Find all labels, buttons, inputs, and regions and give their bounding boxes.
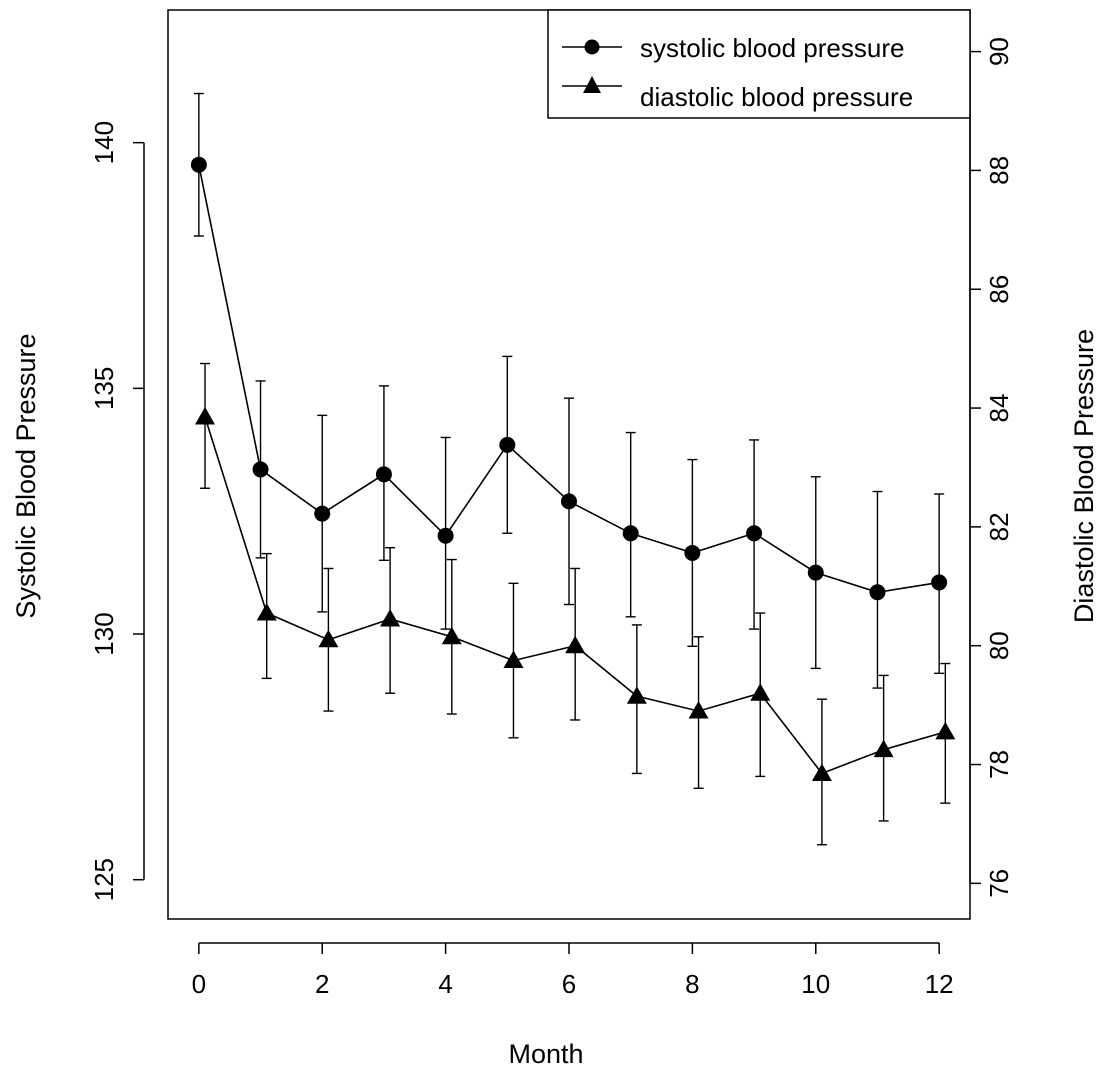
data-point-systolic (190, 156, 207, 173)
right-y-tick-label: 80 (984, 631, 1014, 660)
left-y-tick-label: 140 (89, 121, 119, 164)
right-y-tick-label: 84 (984, 394, 1014, 423)
left-y-tick-label: 125 (89, 858, 119, 901)
x-axis-title: Month (508, 1039, 583, 1069)
legend-label-systolic: systolic blood pressure (640, 33, 904, 63)
data-point-diastolic (380, 608, 401, 627)
legend: systolic blood pressure diastolic blood … (547, 9, 971, 119)
data-point-diastolic (750, 683, 771, 701)
data-point-diastolic (441, 626, 462, 645)
right-y-tick-label: 78 (984, 750, 1014, 779)
data-point-systolic (684, 544, 701, 561)
data-point-systolic (746, 525, 763, 542)
right-y-tick-label: 88 (984, 156, 1014, 185)
data-point-systolic (561, 493, 577, 510)
data-point-diastolic (318, 629, 339, 648)
series-systolic (190, 92, 948, 689)
data-point-systolic (931, 574, 948, 591)
plot-area (190, 92, 956, 846)
x-tick-label: 12 (925, 969, 954, 999)
data-point-systolic (314, 505, 331, 522)
data-point-systolic (869, 584, 886, 601)
right-y-tick-label: 90 (984, 37, 1014, 66)
data-point-systolic (499, 436, 516, 453)
data-point-diastolic (195, 406, 216, 425)
x-tick-label: 6 (562, 969, 576, 999)
data-point-diastolic (503, 650, 524, 669)
right-y-tick-label: 82 (984, 512, 1014, 541)
axes: 0 2 4 6 8 10 12 125 130 135 140 76 78 80 82 84 86 88 90 (89, 9, 1014, 999)
data-point-diastolic (626, 686, 647, 704)
x-tick-label: 4 (438, 969, 452, 999)
legend-marker-diastolic (583, 76, 601, 93)
data-point-diastolic (935, 721, 956, 740)
x-tick-label: 2 (315, 969, 329, 999)
data-point-diastolic (688, 701, 709, 719)
data-point-systolic (622, 525, 639, 542)
left-y-axis-title: Systolic Blood Pressure (11, 333, 41, 618)
left-y-tick-label: 135 (89, 367, 119, 410)
x-tick-label: 8 (685, 969, 699, 999)
data-point-systolic (807, 564, 824, 581)
right-y-tick-label: 86 (984, 275, 1014, 304)
left-y-tick-label: 130 (89, 612, 119, 655)
series-diastolic (195, 362, 956, 846)
x-tick-label: 10 (801, 969, 830, 999)
data-point-diastolic (565, 635, 586, 654)
data-point-diastolic (256, 603, 277, 621)
data-point-systolic (437, 527, 454, 544)
x-tick-label: 0 (192, 969, 206, 999)
data-point-systolic (252, 461, 269, 478)
right-y-tick-label: 76 (984, 869, 1014, 898)
legend-marker-systolic (584, 39, 600, 55)
data-point-diastolic (873, 739, 894, 758)
legend-label-diastolic: diastolic blood pressure (640, 82, 913, 112)
data-point-diastolic (811, 763, 832, 781)
legend-box (547, 9, 971, 119)
data-point-systolic (375, 466, 392, 483)
right-y-axis-title: Diastolic Blood Pressure (1069, 329, 1099, 623)
